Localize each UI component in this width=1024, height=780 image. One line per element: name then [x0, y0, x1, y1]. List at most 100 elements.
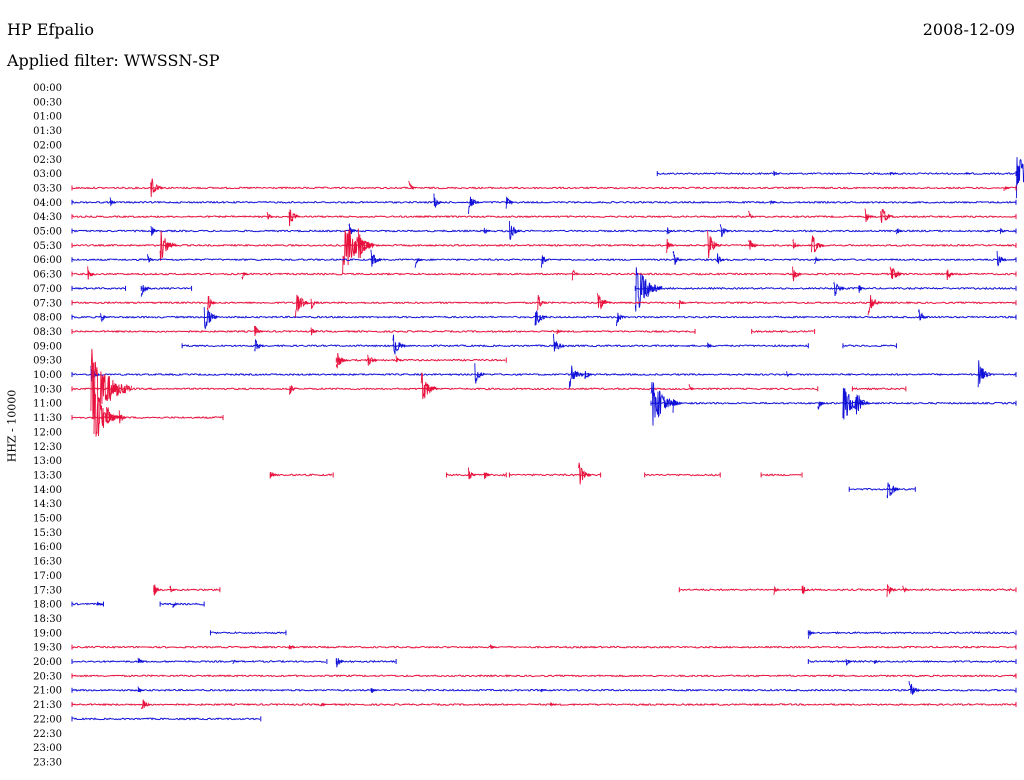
seismic-event	[908, 680, 920, 695]
seismic-event	[147, 254, 154, 263]
seismic-event	[474, 363, 486, 384]
trace-segment	[849, 487, 916, 491]
trace-segment	[71, 229, 1017, 233]
trace-segment	[71, 243, 1017, 248]
seismic-event	[748, 210, 755, 219]
seismic-event	[811, 235, 825, 253]
seismic-event	[886, 584, 897, 597]
seismic-event	[137, 657, 145, 664]
seismic-event	[172, 601, 179, 608]
seismic-event	[392, 334, 406, 355]
time-label: 17:30	[33, 585, 62, 596]
trace-segment	[509, 473, 601, 477]
seismic-event	[666, 238, 674, 253]
time-label: 14:00	[33, 485, 62, 496]
seismic-event	[367, 354, 378, 366]
time-label: 23:00	[33, 743, 62, 754]
seismic-event	[707, 230, 722, 259]
time-label: 17:00	[33, 571, 62, 582]
trace-segment	[71, 415, 224, 420]
seismic-event	[140, 284, 151, 297]
time-label: 15:30	[33, 528, 62, 539]
seismic-event	[858, 285, 865, 293]
seismic-event	[169, 585, 176, 593]
time-label: 01:30	[33, 126, 62, 137]
seismic-event	[310, 298, 319, 309]
trace-segment	[808, 659, 1016, 664]
trace-segment	[650, 401, 1017, 405]
seismic-event	[468, 196, 480, 214]
seismic-event	[289, 384, 297, 395]
seismic-event	[770, 200, 777, 205]
seismic-event	[855, 394, 870, 415]
seismic-event	[537, 294, 548, 311]
seismic-event	[807, 630, 815, 639]
time-label: 06:30	[33, 270, 62, 281]
seismic-event	[707, 342, 714, 349]
seismic-event	[433, 193, 443, 208]
seismic-event	[232, 659, 239, 664]
seismic-event	[420, 372, 438, 400]
seismic-event	[241, 271, 249, 281]
seismic-event	[946, 269, 955, 281]
time-label: 23:30	[33, 757, 62, 768]
trace-segment	[71, 258, 1017, 262]
time-label: 12:30	[33, 442, 62, 453]
time-label: 22:30	[33, 729, 62, 740]
seismic-event	[571, 269, 579, 281]
trace-segment	[71, 674, 1017, 678]
trace-segment	[181, 344, 809, 348]
trace-segment	[270, 473, 333, 477]
seismic-event	[342, 229, 374, 275]
seismic-event	[615, 312, 626, 327]
time-label: 09:00	[33, 341, 62, 352]
seismic-event	[534, 310, 548, 326]
seismic-event	[895, 228, 903, 235]
filter-label: Applied filter: WWSSN-SP	[7, 51, 220, 70]
seismic-event	[792, 238, 800, 249]
seismic-event	[118, 410, 127, 424]
seismic-event	[269, 471, 277, 479]
time-label: 03:00	[33, 169, 62, 180]
time-label: 08:30	[33, 327, 62, 338]
time-label: 11:30	[33, 413, 62, 424]
seismic-event	[109, 197, 117, 207]
trace-segment	[71, 645, 1017, 649]
seismic-event	[150, 226, 159, 236]
time-label: 19:00	[33, 628, 62, 639]
seismic-event	[568, 365, 584, 390]
time-label: 20:00	[33, 657, 62, 668]
trace-segment	[335, 358, 506, 362]
time-label: 03:30	[33, 183, 62, 194]
seismic-event	[468, 467, 476, 480]
trace-segment	[160, 602, 205, 606]
seismic-event	[310, 327, 318, 336]
time-label: 07:30	[33, 298, 62, 309]
seismic-event	[977, 360, 993, 388]
seismic-event	[817, 401, 825, 411]
trace-segment	[446, 473, 506, 477]
seismic-event	[886, 482, 900, 499]
seismic-event	[584, 370, 593, 380]
seismic-event	[320, 702, 327, 707]
seismic-event	[792, 266, 802, 282]
seismic-event	[716, 253, 725, 265]
seismic-event	[106, 406, 120, 424]
seismic-event	[348, 223, 358, 237]
seismic-event	[335, 352, 347, 369]
seismic-event	[288, 645, 296, 650]
time-label: 10:00	[33, 370, 62, 381]
seismic-event	[597, 293, 611, 310]
time-label: 20:30	[33, 671, 62, 682]
seismic-event	[254, 325, 262, 337]
trace-segment	[71, 200, 1017, 204]
seismic-event	[814, 255, 821, 265]
seismic-event	[688, 383, 695, 391]
time-label: 02:00	[33, 140, 62, 151]
time-label: 18:30	[33, 614, 62, 625]
seismic-event	[996, 250, 1007, 267]
seismic-event	[845, 658, 853, 667]
trace-segment	[153, 588, 220, 592]
seismic-event	[153, 584, 162, 596]
